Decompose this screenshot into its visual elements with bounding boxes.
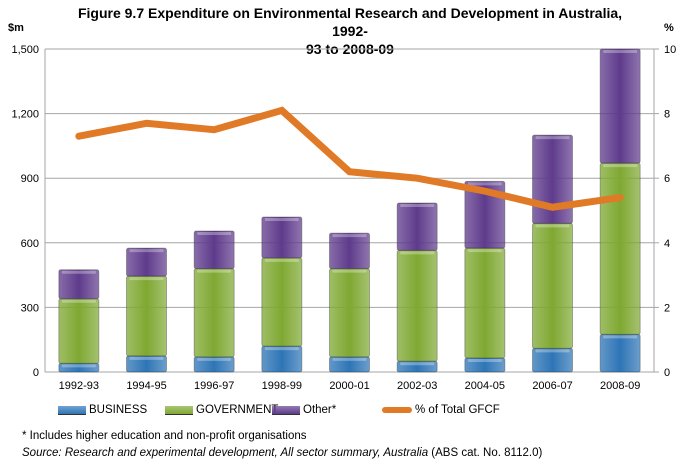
y2-tick-label: 0 bbox=[664, 367, 670, 379]
x-tick-label: 2004-05 bbox=[465, 380, 505, 392]
bar-highlight bbox=[603, 50, 638, 53]
x-tick-label: 2006-07 bbox=[532, 380, 572, 392]
bar-government bbox=[532, 222, 573, 349]
bar-highlight bbox=[535, 349, 570, 353]
bar-highlight bbox=[467, 249, 502, 253]
y2-tick-label: 8 bbox=[664, 109, 670, 121]
chart-title: Figure 9.7 Expenditure on Environmental … bbox=[60, 4, 640, 58]
legend-swatch bbox=[272, 405, 300, 415]
x-tick-label: 1992-93 bbox=[59, 380, 99, 392]
bar-other- bbox=[126, 247, 167, 277]
bar-business bbox=[599, 333, 641, 373]
legend-swatch bbox=[165, 405, 193, 415]
bar-highlight bbox=[129, 356, 164, 360]
y-tick-label: 300 bbox=[21, 302, 39, 314]
bar-highlight bbox=[197, 357, 232, 361]
bar-highlight bbox=[535, 224, 570, 228]
legend-swatch bbox=[382, 407, 412, 413]
bar-highlight bbox=[264, 217, 299, 221]
y-tick-label: 1,500 bbox=[11, 44, 39, 56]
bar-highlight bbox=[264, 347, 299, 351]
bar-other- bbox=[261, 216, 303, 259]
x-tick-label: 2002-03 bbox=[397, 380, 437, 392]
bar-highlight bbox=[129, 249, 164, 253]
legend-item: GOVERNMENT bbox=[165, 404, 278, 416]
bar-highlight bbox=[332, 357, 367, 361]
y-tick-label: 1,200 bbox=[11, 109, 39, 121]
y2-tick-label: 2 bbox=[664, 302, 670, 314]
bar-highlight bbox=[61, 299, 96, 303]
x-tick-label: 1994-95 bbox=[126, 380, 166, 392]
y-tick-label: 600 bbox=[21, 238, 39, 250]
bar-other- bbox=[396, 202, 438, 251]
line-series-gfcf bbox=[75, 106, 624, 211]
legend-label: BUSINESS bbox=[89, 404, 148, 416]
bar-government bbox=[396, 249, 438, 362]
source-title: Source: Research and experimental develo… bbox=[22, 447, 429, 459]
bar-highlight bbox=[332, 234, 367, 238]
y2-tick-label: 10 bbox=[664, 44, 676, 56]
bar-highlight bbox=[603, 164, 638, 168]
bar-government bbox=[599, 162, 641, 335]
legend-item: % of Total GFCF bbox=[382, 404, 500, 416]
y2-tick-label: 4 bbox=[664, 238, 670, 250]
bar-government bbox=[126, 275, 167, 357]
bar-government bbox=[261, 257, 303, 347]
bar-other- bbox=[193, 230, 235, 270]
bar-government bbox=[58, 298, 100, 364]
bar-highlight bbox=[400, 362, 435, 366]
bar-highlight bbox=[197, 231, 232, 235]
y-tick-label: 0 bbox=[33, 367, 39, 379]
source-cat: (ABS cat. No. 8112.0) bbox=[428, 447, 543, 459]
bar-highlight bbox=[129, 277, 164, 281]
y2-axis-label: % bbox=[664, 22, 674, 34]
bar-government bbox=[193, 268, 235, 358]
bar-highlight bbox=[61, 364, 96, 368]
legend-item: BUSINESS bbox=[58, 404, 147, 416]
source-note: Source: Research and experimental develo… bbox=[22, 447, 542, 459]
legend-label: GOVERNMENT bbox=[196, 404, 279, 416]
x-tick-label: 2000-01 bbox=[329, 380, 369, 392]
legend-swatch bbox=[58, 405, 86, 415]
bar-highlight bbox=[61, 270, 96, 274]
bar-other- bbox=[58, 269, 100, 300]
bar-highlight bbox=[535, 136, 570, 140]
bar-other- bbox=[599, 48, 641, 164]
bar-highlight bbox=[264, 258, 299, 262]
legend-label: % of Total GFCF bbox=[415, 404, 500, 416]
bar-business bbox=[261, 345, 303, 373]
bar-highlight bbox=[197, 269, 232, 273]
x-tick-label: 2008-09 bbox=[600, 380, 640, 392]
bar-highlight bbox=[467, 182, 502, 186]
y-tick-label: 900 bbox=[21, 173, 39, 185]
bar-highlight bbox=[467, 359, 502, 363]
bar-highlight bbox=[332, 269, 367, 273]
bar-highlight bbox=[603, 335, 638, 339]
x-tick-label: 1996-97 bbox=[194, 380, 234, 392]
bar-government bbox=[329, 268, 370, 358]
bar-highlight bbox=[400, 203, 435, 207]
bar-other- bbox=[329, 232, 370, 270]
legend-label: Other* bbox=[303, 404, 337, 416]
x-tick-label: 1998-99 bbox=[262, 380, 302, 392]
bar-highlight bbox=[400, 251, 435, 255]
legend-item: Other* bbox=[272, 404, 336, 416]
footnote: * Includes higher education and non-prof… bbox=[22, 430, 307, 442]
bar-other- bbox=[464, 180, 506, 249]
y-axis-label: $m bbox=[8, 22, 24, 34]
bar-government bbox=[464, 247, 506, 359]
title-line-1: Figure 9.7 Expenditure on Environmental … bbox=[77, 5, 623, 39]
y2-tick-label: 6 bbox=[664, 173, 670, 185]
